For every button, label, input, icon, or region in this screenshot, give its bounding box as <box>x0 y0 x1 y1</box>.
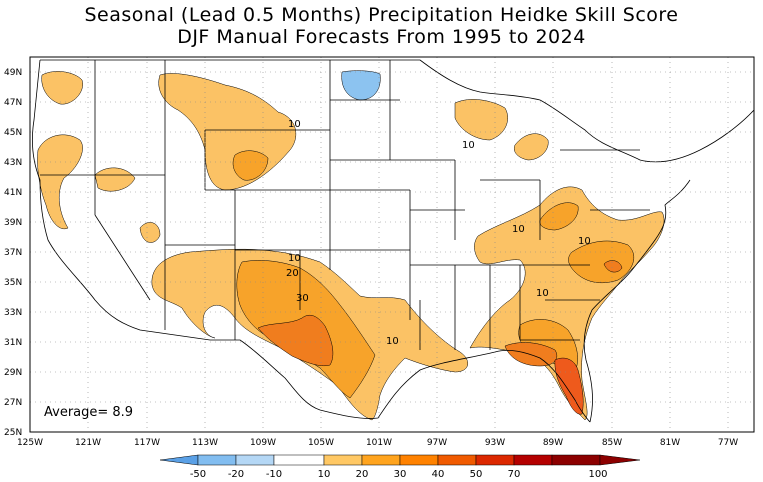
latitude-axis: 49N 47N 45N 43N 41N 39N 37N 35N 33N 31N … <box>4 68 22 438</box>
lon-tick-label: 85W <box>602 438 622 448</box>
lon-tick-label: 89W <box>543 438 563 448</box>
map-title-line2: DJF Manual Forecasts From 1995 to 2024 <box>177 26 586 48</box>
northern-plains-region <box>94 167 136 192</box>
contour-labels: 10 10 10 20 30 10 10 10 10 <box>286 119 591 347</box>
utah-region <box>139 222 161 243</box>
lat-tick-label: 39N <box>4 218 22 228</box>
contour-label: 10 <box>288 119 301 130</box>
contour-label: 30 <box>296 293 309 304</box>
average-label: Average= 8.9 <box>44 405 133 420</box>
lat-tick-label: 37N <box>4 248 22 258</box>
great-lakes-region <box>454 99 508 141</box>
colorbar-label: -10 <box>266 469 282 480</box>
contour-label: 10 <box>386 336 399 347</box>
lon-tick-label: 113W <box>192 438 218 448</box>
contour-label: 10 <box>462 140 475 151</box>
colorbar-cell <box>361 454 401 466</box>
montana-20-region <box>232 150 269 181</box>
skill-negative-regions <box>341 70 381 101</box>
contour-label: 10 <box>512 224 525 235</box>
pacific-nw-region <box>41 71 83 105</box>
skill-30-regions <box>257 260 623 367</box>
colorbar-cell <box>273 454 325 466</box>
colorbar-arrow-left <box>159 454 199 466</box>
lat-tick-label: 29N <box>4 368 22 378</box>
lat-tick-label: 43N <box>4 158 22 168</box>
lat-tick-label: 45N <box>4 128 22 138</box>
florida-40-region <box>554 357 584 415</box>
lat-tick-label: 33N <box>4 308 22 318</box>
lat-tick-label: 27N <box>4 398 22 408</box>
lon-tick-label: 101W <box>366 438 392 448</box>
skill-40-regions <box>554 357 584 415</box>
graticule <box>30 57 754 432</box>
longitude-axis: 125W 121W 117W 113W 109W 105W 101W 97W 9… <box>17 438 738 448</box>
colorbar-cell <box>399 454 439 466</box>
colorbar-label: -20 <box>228 469 244 480</box>
state-boundaries <box>32 59 754 423</box>
west-texas-30-region <box>257 315 334 366</box>
skill-fill-layer: 10 10 10 20 30 10 10 10 10 Average= 8.9 <box>30 57 754 432</box>
lon-tick-label: 93W <box>485 438 505 448</box>
colorbar-cell <box>551 454 601 466</box>
lon-tick-label: 117W <box>134 438 160 448</box>
lat-tick-label: 31N <box>4 338 22 348</box>
carolina-20-region <box>568 240 635 283</box>
colorbar-label: 50 <box>470 469 483 480</box>
lon-tick-label: 77W <box>718 438 738 448</box>
colorbar-label: 20 <box>356 469 369 480</box>
north-dakota-negative-region <box>341 70 381 101</box>
lat-tick-label: 41N <box>4 188 22 198</box>
contour-label: 10 <box>288 253 301 264</box>
colorbar-label: 100 <box>588 469 607 480</box>
midatlantic-20-region <box>539 202 579 231</box>
colorbar-cell <box>235 454 275 466</box>
lon-tick-label: 109W <box>250 438 276 448</box>
lat-tick-label: 47N <box>4 98 22 108</box>
colorbar-label: 10 <box>318 469 331 480</box>
colorbar-cell <box>437 454 477 466</box>
nc-30-region <box>603 260 623 273</box>
contour-label: 20 <box>286 268 299 279</box>
colorbar: -50 -20 -10 10 20 30 40 50 70 100 <box>159 454 641 480</box>
lon-tick-label: 125W <box>17 438 43 448</box>
lon-tick-label: 121W <box>75 438 101 448</box>
colorbar-label: 30 <box>394 469 407 480</box>
lat-tick-label: 35N <box>4 278 22 288</box>
us-outline <box>32 59 754 423</box>
colorbar-cell <box>475 454 515 466</box>
border-line <box>94 214 151 301</box>
colorbar-label: 70 <box>508 469 521 480</box>
colorbar-cell <box>197 454 237 466</box>
colorbar-label: -50 <box>190 469 206 480</box>
contour-label: 10 <box>536 288 549 299</box>
michigan-region <box>514 133 549 161</box>
lat-tick-label: 25N <box>4 428 22 438</box>
colorbar-cell <box>323 454 363 466</box>
lon-tick-label: 97W <box>427 438 447 448</box>
lon-tick-label: 105W <box>308 438 334 448</box>
colorbar-label: 40 <box>432 469 445 480</box>
contour-label: 10 <box>578 236 591 247</box>
colorbar-cell <box>513 454 553 466</box>
lat-tick-label: 49N <box>4 68 22 78</box>
lon-tick-label: 81W <box>660 438 680 448</box>
colorbar-arrow-right <box>599 454 641 466</box>
map-title-line1: Seasonal (Lead 0.5 Months) Precipitation… <box>84 4 679 26</box>
northwest-coast-region <box>37 134 83 230</box>
map-frame <box>29 56 755 433</box>
